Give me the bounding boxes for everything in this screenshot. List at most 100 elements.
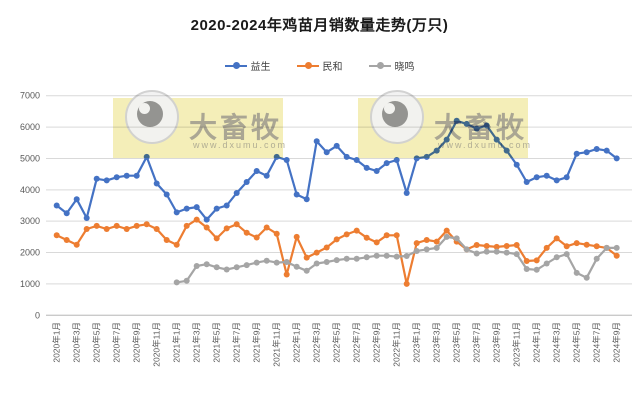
series-point-晓鸣 xyxy=(353,255,360,262)
series-point-益生 xyxy=(203,216,210,223)
y-tick-label: 4000 xyxy=(20,185,40,195)
series-point-民和 xyxy=(223,225,230,232)
x-tick-label: 2022年9月 xyxy=(372,322,382,363)
series-point-晓鸣 xyxy=(333,257,340,264)
series-point-益生 xyxy=(583,149,590,156)
x-tick-label: 2023年1月 xyxy=(412,322,422,363)
series-point-益生 xyxy=(263,172,270,179)
series-point-晓鸣 xyxy=(233,264,240,271)
series-point-益生 xyxy=(223,202,230,209)
x-tick-label: 2021年9月 xyxy=(252,322,262,363)
legend: 益生 民和 晓鸣 xyxy=(0,58,639,73)
minhe-line-marker-icon xyxy=(296,61,319,70)
y-tick-label: 6000 xyxy=(20,122,40,132)
series-point-益生 xyxy=(473,125,480,132)
x-tick-label: 2024年3月 xyxy=(552,322,562,363)
series-point-民和 xyxy=(503,243,510,249)
series-point-民和 xyxy=(53,232,60,239)
x-tick-label: 2022年1月 xyxy=(292,322,302,363)
series-point-益生 xyxy=(283,157,290,163)
series-point-益生 xyxy=(533,174,540,181)
y-tick-label: 2000 xyxy=(20,248,40,258)
series-point-晓鸣 xyxy=(403,253,410,259)
legend-label-yisheng: 益生 xyxy=(250,62,271,73)
series-point-益生 xyxy=(603,147,610,154)
series-point-晓鸣 xyxy=(253,259,260,266)
series-point-益生 xyxy=(293,191,300,198)
x-tick-label: 2023年3月 xyxy=(432,322,442,363)
series-point-益生 xyxy=(413,155,420,162)
series-point-民和 xyxy=(83,226,90,232)
series-point-晓鸣 xyxy=(243,262,250,269)
series-point-民和 xyxy=(373,239,380,246)
y-tick-label: 7000 xyxy=(20,91,40,101)
series-point-益生 xyxy=(163,191,170,198)
series-point-晓鸣 xyxy=(483,248,490,255)
series-point-晓鸣 xyxy=(573,269,580,276)
series-point-益生 xyxy=(323,149,330,156)
x-tick-label: 2023年7月 xyxy=(472,322,482,363)
series-point-民和 xyxy=(363,234,370,241)
x-tick-label: 2020年11月 xyxy=(152,322,162,367)
series-point-晓鸣 xyxy=(613,244,620,251)
series-point-益生 xyxy=(253,168,260,174)
series-point-民和 xyxy=(183,222,190,229)
series-point-益生 xyxy=(563,174,570,181)
series-point-晓鸣 xyxy=(553,254,560,261)
series-point-民和 xyxy=(593,243,600,250)
series-point-晓鸣 xyxy=(283,259,290,265)
series-point-益生 xyxy=(133,172,140,179)
x-tick-label: 2022年3月 xyxy=(312,322,322,363)
series-point-益生 xyxy=(73,196,80,203)
series-point-晓鸣 xyxy=(503,249,510,256)
series-point-晓鸣 xyxy=(383,252,390,259)
legend-item-minhe: 民和 xyxy=(296,58,343,73)
series-point-晓鸣 xyxy=(193,263,200,269)
series-point-益生 xyxy=(213,205,220,212)
series-point-民和 xyxy=(493,243,500,250)
series-point-民和 xyxy=(343,231,350,238)
series-point-民和 xyxy=(553,235,560,242)
series-point-民和 xyxy=(393,232,400,239)
series-point-益生 xyxy=(403,190,410,196)
series-point-晓鸣 xyxy=(493,248,500,255)
y-tick-label: 0 xyxy=(35,310,40,320)
series-point-民和 xyxy=(283,271,290,278)
series-point-益生 xyxy=(463,120,470,127)
series-point-民和 xyxy=(433,238,440,245)
series-point-晓鸣 xyxy=(423,246,430,253)
series-point-益生 xyxy=(173,209,180,216)
series-point-益生 xyxy=(433,147,440,154)
x-tick-label: 2022年5月 xyxy=(332,322,342,363)
series-point-民和 xyxy=(523,258,530,264)
series-point-晓鸣 xyxy=(443,233,450,240)
series-point-益生 xyxy=(383,160,390,167)
series-point-民和 xyxy=(383,232,390,239)
series-point-晓鸣 xyxy=(393,253,400,260)
series-point-益生 xyxy=(553,177,560,184)
x-tick-label: 2022年11月 xyxy=(392,322,402,367)
series-point-益生 xyxy=(243,179,250,185)
series-point-民和 xyxy=(73,241,80,248)
series-point-益生 xyxy=(313,138,320,145)
series-point-民和 xyxy=(213,235,220,242)
x-tick-label: 2024年9月 xyxy=(612,322,622,363)
x-tick-label: 2021年3月 xyxy=(192,322,202,363)
series-point-民和 xyxy=(323,244,330,251)
series-point-晓鸣 xyxy=(463,246,470,253)
y-tick-label: 5000 xyxy=(20,153,40,163)
series-point-益生 xyxy=(183,205,190,212)
series-point-晓鸣 xyxy=(413,248,420,254)
series-point-晓鸣 xyxy=(303,267,310,274)
series-point-益生 xyxy=(373,168,380,174)
x-tick-label: 2020年1月 xyxy=(52,322,62,363)
x-tick-label: 2021年11月 xyxy=(272,322,282,367)
series-point-晓鸣 xyxy=(563,251,570,258)
series-point-民和 xyxy=(473,242,480,248)
series-point-益生 xyxy=(573,150,580,157)
series-point-民和 xyxy=(303,254,310,261)
series-point-益生 xyxy=(513,161,520,168)
series-point-民和 xyxy=(263,224,270,231)
series-point-益生 xyxy=(523,179,530,185)
series-point-晓鸣 xyxy=(373,252,380,259)
